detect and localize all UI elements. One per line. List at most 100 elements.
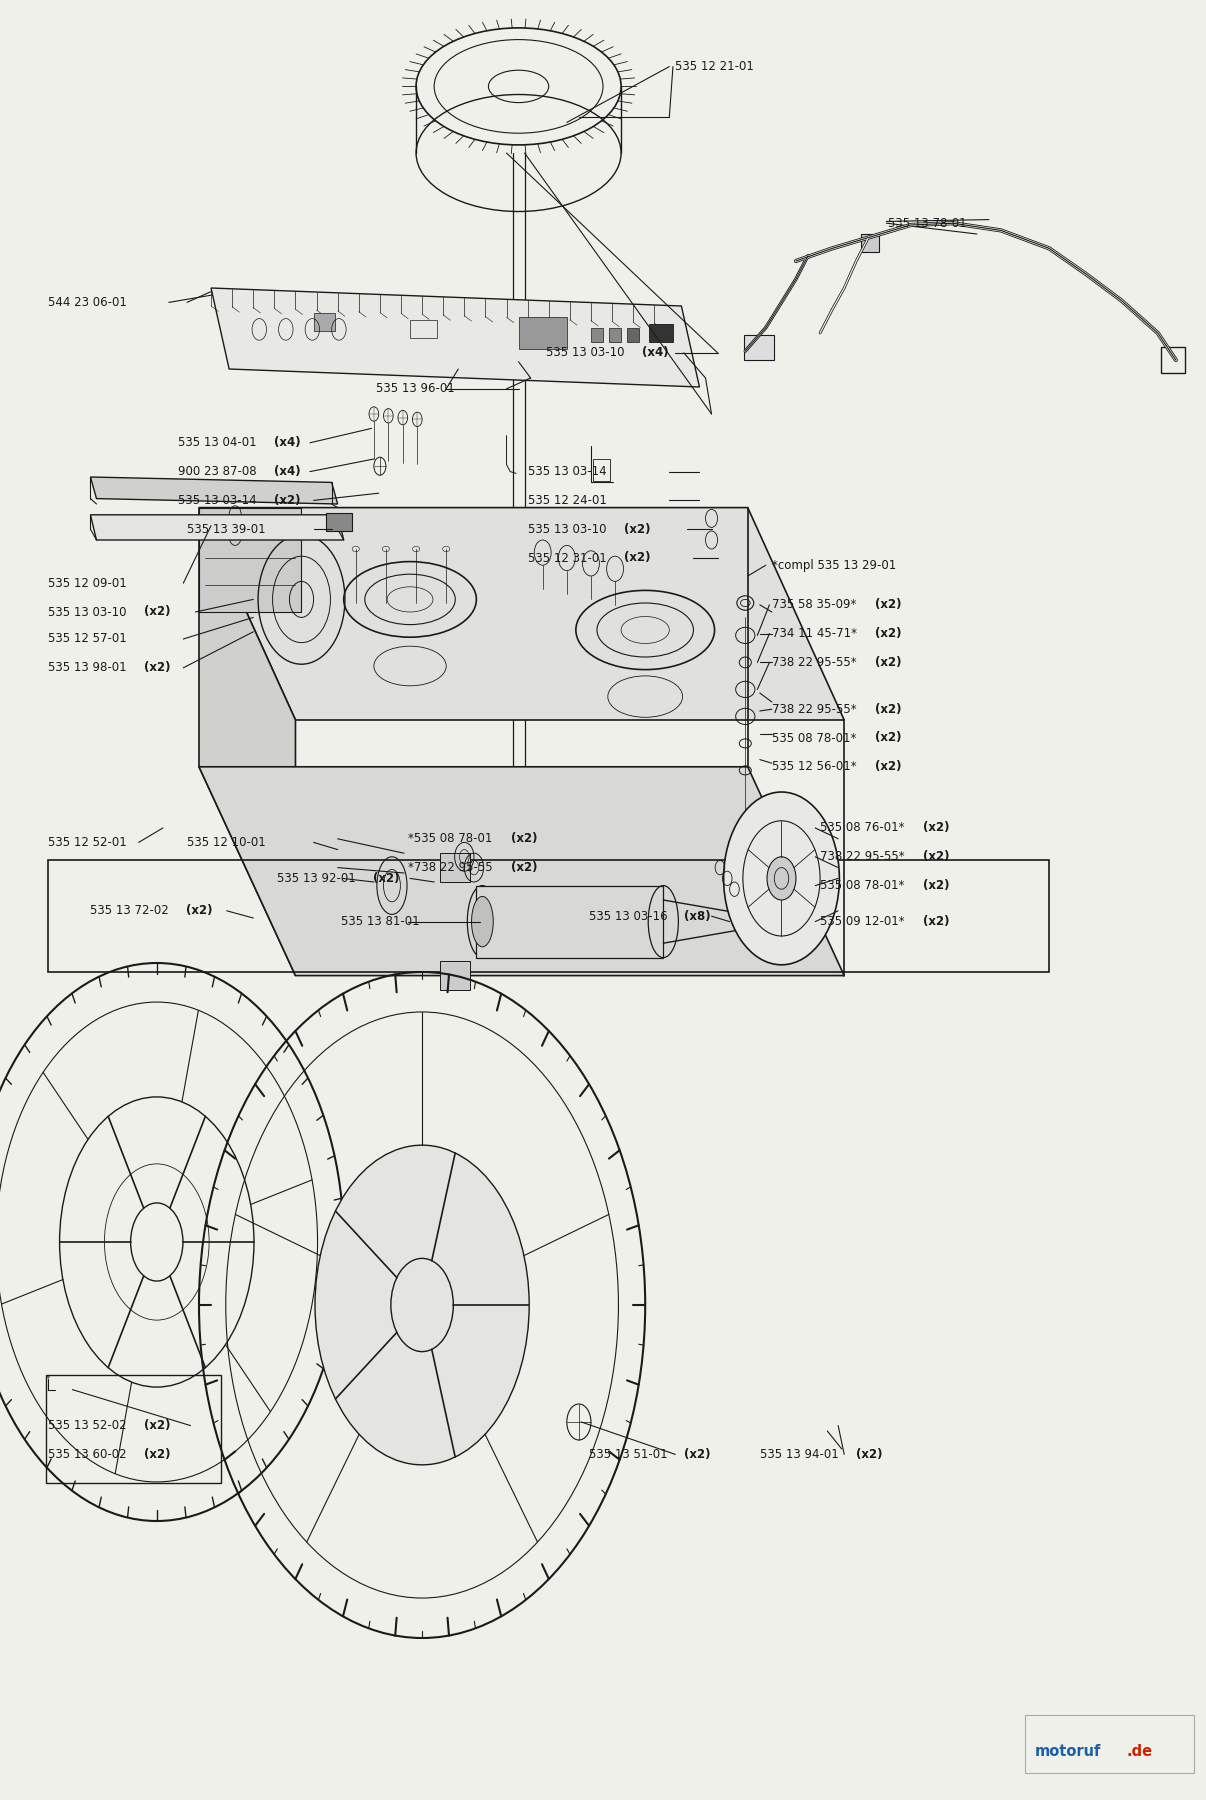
Text: (x2): (x2) [876, 655, 902, 670]
Bar [609, 328, 621, 342]
Text: .de: .de [1126, 1744, 1153, 1759]
Text: 535 13 03-14: 535 13 03-14 [528, 464, 607, 479]
Text: (x4): (x4) [642, 346, 668, 360]
Text: (x2): (x2) [144, 661, 170, 675]
Text: *738 22 95-55: *738 22 95-55 [408, 860, 496, 875]
Text: 535 13 94-01: 535 13 94-01 [760, 1447, 842, 1462]
Bar [410, 320, 437, 338]
Text: 535 13 60-02: 535 13 60-02 [48, 1447, 130, 1462]
Polygon shape [199, 508, 302, 612]
Text: (x2): (x2) [511, 860, 538, 875]
Text: (x2): (x2) [924, 821, 950, 835]
Text: (x2): (x2) [144, 1447, 170, 1462]
Text: 535 13 39-01: 535 13 39-01 [187, 522, 265, 536]
Text: 535 12 09-01: 535 12 09-01 [48, 576, 127, 590]
Text: 535 13 03-10: 535 13 03-10 [48, 605, 130, 619]
Text: motoruf: motoruf [1035, 1744, 1101, 1759]
Polygon shape [90, 515, 344, 540]
Text: 535 13 51-01: 535 13 51-01 [589, 1447, 671, 1462]
Text: 535 13 92-01: 535 13 92-01 [277, 871, 359, 886]
Bar [519, 317, 567, 349]
Bar [48, 860, 1049, 972]
Ellipse shape [467, 886, 497, 958]
Text: 535 12 21-01: 535 12 21-01 [675, 59, 754, 74]
Text: (x2): (x2) [373, 871, 399, 886]
Text: (x2): (x2) [624, 522, 650, 536]
Polygon shape [199, 767, 844, 976]
Text: 535 13 78-01: 535 13 78-01 [888, 216, 966, 230]
Polygon shape [90, 477, 338, 504]
Text: (x2): (x2) [855, 1447, 882, 1462]
Text: 535 13 96-01: 535 13 96-01 [376, 382, 455, 396]
Text: (x2): (x2) [274, 493, 300, 508]
Text: 535 13 52-02: 535 13 52-02 [48, 1418, 130, 1433]
Text: 738 22 95-55*: 738 22 95-55* [772, 655, 860, 670]
Bar [1025, 1715, 1194, 1773]
Text: (x2): (x2) [876, 598, 902, 612]
Polygon shape [199, 508, 844, 720]
Text: 735 58 35-09*: 735 58 35-09* [772, 598, 860, 612]
Text: (x2): (x2) [876, 626, 902, 641]
Text: 544 23 06-01: 544 23 06-01 [48, 295, 127, 310]
Text: 535 13 04-01: 535 13 04-01 [178, 436, 260, 450]
Text: 535 09 12-01*: 535 09 12-01* [820, 914, 908, 929]
Text: 535 13 03-16: 535 13 03-16 [589, 909, 671, 923]
Text: 535 12 10-01: 535 12 10-01 [187, 835, 265, 850]
Text: 535 13 03-14: 535 13 03-14 [178, 493, 260, 508]
Polygon shape [440, 961, 470, 990]
Text: (x2): (x2) [876, 702, 902, 716]
Bar [627, 328, 639, 342]
Text: (x2): (x2) [924, 878, 950, 893]
Text: 738 22 95-55*: 738 22 95-55* [772, 702, 860, 716]
Text: (x2): (x2) [144, 1418, 170, 1433]
Text: 535 13 03-10: 535 13 03-10 [546, 346, 628, 360]
Text: *: * [46, 1375, 51, 1384]
Bar [649, 324, 673, 342]
Text: 535 13 72-02: 535 13 72-02 [90, 904, 172, 918]
Text: 535 13 81-01: 535 13 81-01 [341, 914, 420, 929]
Polygon shape [211, 288, 699, 387]
Text: 535 12 31-01: 535 12 31-01 [528, 551, 610, 565]
Text: 535 12 24-01: 535 12 24-01 [528, 493, 607, 508]
Text: 535 08 78-01*: 535 08 78-01* [772, 731, 860, 745]
Bar [326, 513, 352, 531]
Text: (x2): (x2) [924, 914, 950, 929]
Bar [1161, 347, 1185, 373]
Bar [593, 459, 610, 481]
Circle shape [315, 1145, 529, 1465]
Text: 900 23 87-08: 900 23 87-08 [178, 464, 260, 479]
Polygon shape [440, 853, 470, 882]
Text: (x2): (x2) [876, 760, 902, 774]
Bar [314, 313, 335, 331]
Text: 535 08 78-01*: 535 08 78-01* [820, 878, 908, 893]
Text: (x2): (x2) [876, 731, 902, 745]
Text: (x2): (x2) [511, 832, 538, 846]
Text: 738 22 95-55*: 738 22 95-55* [820, 850, 908, 864]
Bar [591, 328, 603, 342]
Bar [861, 234, 879, 252]
Text: (x2): (x2) [924, 850, 950, 864]
Ellipse shape [472, 896, 493, 947]
Text: 535 08 76-01*: 535 08 76-01* [820, 821, 908, 835]
Polygon shape [199, 508, 295, 976]
Text: 535 12 56-01*: 535 12 56-01* [772, 760, 860, 774]
Text: 535 13 98-01: 535 13 98-01 [48, 661, 130, 675]
Text: (x2): (x2) [186, 904, 212, 918]
Bar [744, 335, 774, 360]
Circle shape [767, 857, 796, 900]
Text: *535 08 78-01: *535 08 78-01 [408, 832, 496, 846]
Text: (x4): (x4) [274, 464, 300, 479]
Text: 535 12 52-01: 535 12 52-01 [48, 835, 127, 850]
Text: 535 13 03-10: 535 13 03-10 [528, 522, 610, 536]
Text: 734 11 45-71*: 734 11 45-71* [772, 626, 861, 641]
Text: (x8): (x8) [684, 909, 710, 923]
Bar [46, 1375, 221, 1483]
Circle shape [724, 792, 839, 965]
Text: (x2): (x2) [684, 1447, 710, 1462]
Text: (x2): (x2) [624, 551, 650, 565]
Text: (x4): (x4) [274, 436, 300, 450]
Text: *compl 535 13 29-01: *compl 535 13 29-01 [772, 558, 896, 572]
Text: (x2): (x2) [144, 605, 170, 619]
Text: 535 12 57-01: 535 12 57-01 [48, 632, 127, 646]
Bar [476, 886, 663, 958]
